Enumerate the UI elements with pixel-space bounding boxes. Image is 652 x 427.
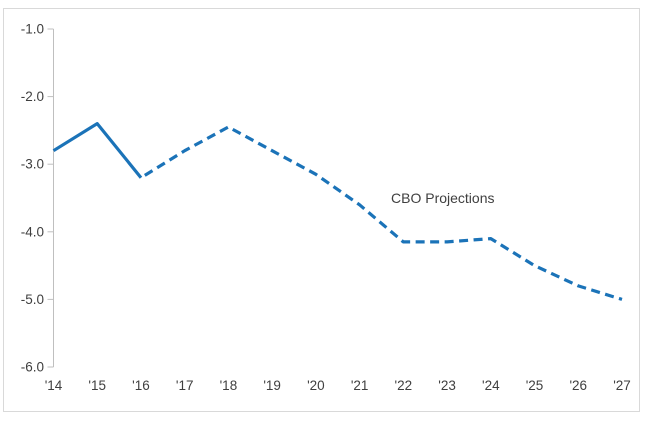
x-tick-label: '14 <box>45 378 63 393</box>
x-tick-label: '25 <box>526 378 544 393</box>
x-tick-label: '19 <box>263 378 281 393</box>
x-tick-label: '20 <box>307 378 325 393</box>
y-tick-label: -3.0 <box>21 157 44 172</box>
y-axis-labels: -1.0 -2.0 -3.0 -4.0 -5.0 -6.0 <box>21 22 44 375</box>
y-tick-label: -4.0 <box>21 224 44 239</box>
x-tick-label: '24 <box>482 378 500 393</box>
x-tick-label: '21 <box>351 378 369 393</box>
x-tick-label: '23 <box>438 378 456 393</box>
y-tick-label: -1.0 <box>21 22 44 37</box>
cbo-projection-line <box>140 125 623 301</box>
x-tick-label: '15 <box>88 378 106 393</box>
chart-border <box>3 8 640 412</box>
cbo-projections-label: CBO Projections <box>391 190 495 206</box>
x-tick-label: '17 <box>176 378 194 393</box>
x-tick-label: '16 <box>132 378 150 393</box>
y-tick-label: -5.0 <box>21 292 44 307</box>
y-axis-ticks <box>47 28 54 368</box>
x-tick-label: '22 <box>395 378 413 393</box>
x-axis-labels: '14 '15 '16 '17 '18 '19 '20 '21 '22 '23 '24 '25 '26 '… <box>45 378 631 393</box>
historical-deficit-line <box>52 121 143 179</box>
x-tick-label: '18 <box>220 378 238 393</box>
x-tick-label: '26 <box>569 378 587 393</box>
x-tick-label: '27 <box>613 378 631 393</box>
y-tick-label: -2.0 <box>21 89 44 104</box>
y-tick-label: -6.0 <box>21 360 44 375</box>
